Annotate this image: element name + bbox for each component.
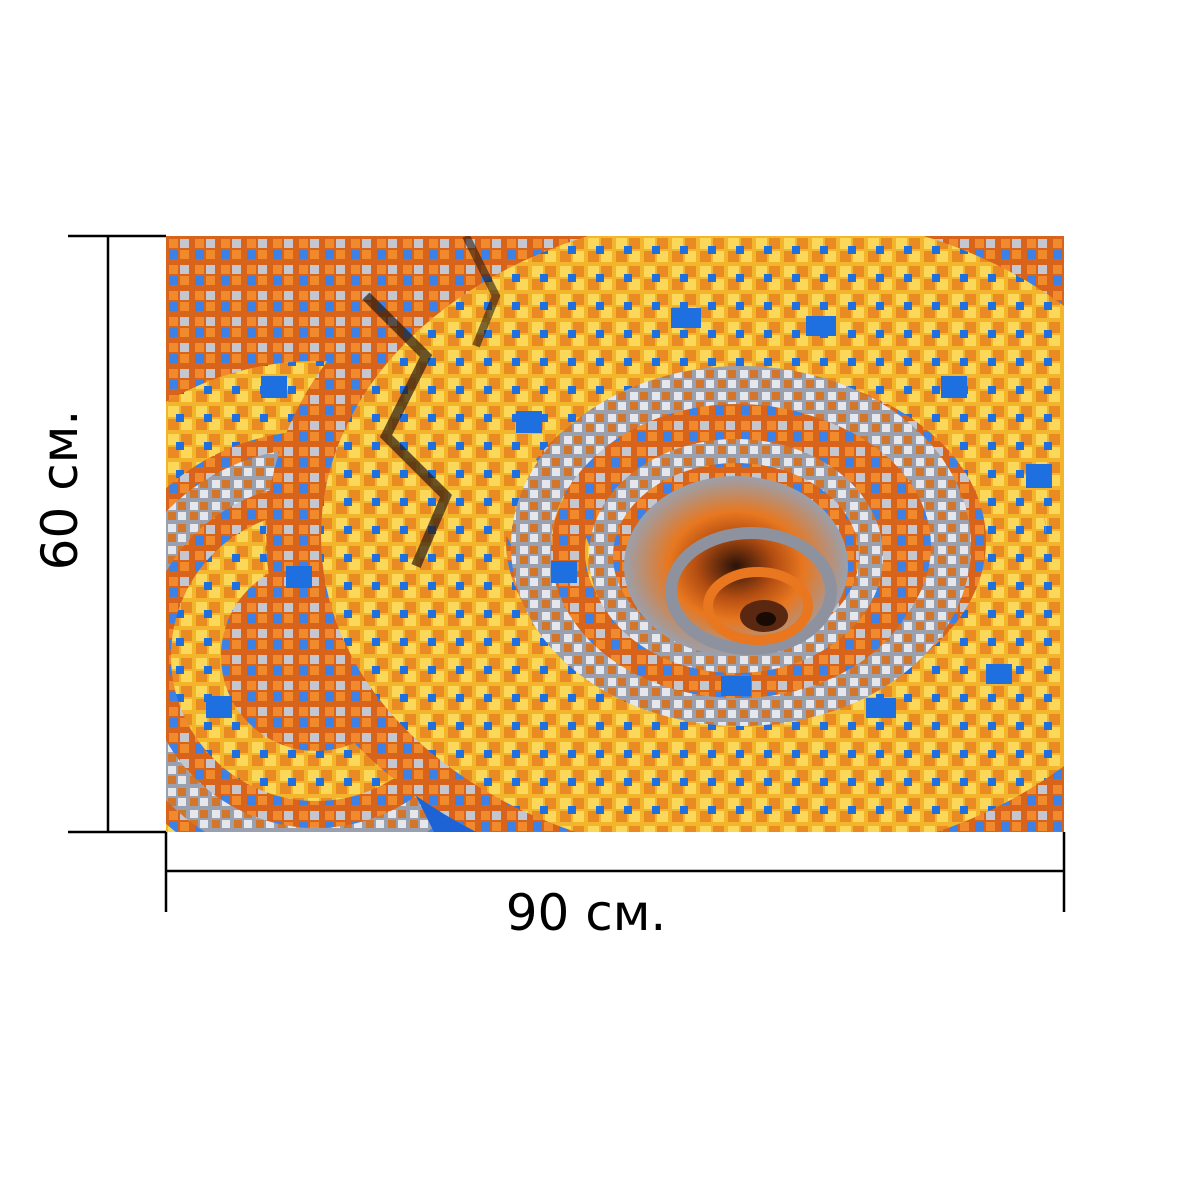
fractal-spiral-icon [166,236,1064,832]
height-label: 60 см. [31,409,89,571]
fractal-artwork-image [166,236,1064,832]
width-label: 90 см. [505,884,667,942]
